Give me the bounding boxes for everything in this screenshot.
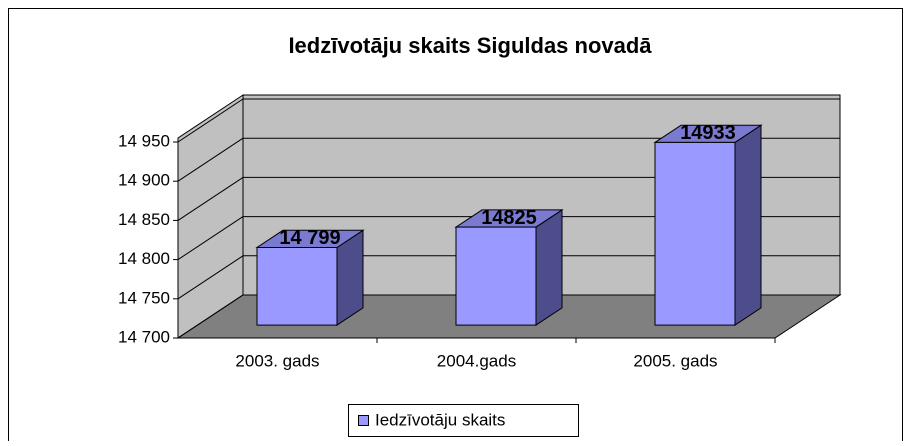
grid-line <box>177 98 244 143</box>
grid-line <box>177 255 244 300</box>
x-tick-label: 2004.gads <box>437 351 516 370</box>
bar <box>654 141 736 326</box>
grid-line <box>177 216 244 261</box>
legend-label: Iedzīvotāju skaits <box>375 410 505 429</box>
grid-line <box>177 176 244 221</box>
grid-line <box>177 294 244 339</box>
y-tick-label: 14 700 <box>118 327 170 346</box>
y-tick-label: 14 900 <box>118 171 170 190</box>
value-label: 14 799 <box>279 227 340 249</box>
bar-side <box>734 124 762 327</box>
bar <box>455 226 537 326</box>
bar <box>256 246 338 326</box>
x-tick-label: 2005. gads <box>633 351 717 370</box>
chart-title: Iedzīvotāju skaits Siguldas novadā <box>288 33 652 58</box>
x-tick-label: 2003. gads <box>235 351 319 370</box>
value-label: 14825 <box>481 207 537 229</box>
bar-side <box>535 208 563 327</box>
y-tick-label: 14 950 <box>118 131 170 150</box>
legend-swatch <box>358 415 369 426</box>
y-tick-label: 14 800 <box>118 249 170 268</box>
y-tick-label: 14 850 <box>118 210 170 229</box>
grid-line <box>177 137 244 182</box>
legend <box>348 404 579 437</box>
y-tick-label: 14 750 <box>118 288 170 307</box>
value-label: 14933 <box>680 122 736 144</box>
